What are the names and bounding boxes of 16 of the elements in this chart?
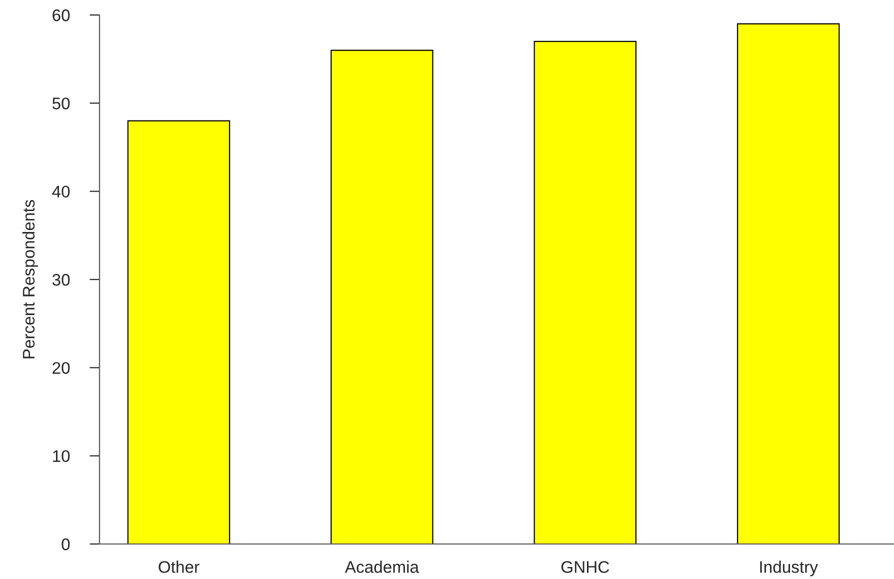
bar [534, 40, 636, 544]
x-tick-label: Academia [344, 560, 419, 573]
x-tick-label: Other [158, 560, 200, 573]
x-tick-label: Industry [760, 560, 818, 576]
y-axis-title: Percent Respondents [22, 200, 38, 358]
bar [127, 120, 230, 544]
bar [330, 50, 434, 544]
y-tick-label: 0 [62, 538, 70, 550]
y-tick-label: 30 [52, 274, 70, 286]
y-tick-label: 20 [52, 362, 70, 374]
y-tick-label: 10 [53, 450, 70, 462]
y-tick-label: 60 [52, 9, 70, 22]
bar [736, 23, 840, 544]
y-tick-label: 40 [52, 186, 70, 198]
y-tick-label: 50 [52, 98, 70, 110]
x-tick-label: GNHC [561, 561, 610, 573]
